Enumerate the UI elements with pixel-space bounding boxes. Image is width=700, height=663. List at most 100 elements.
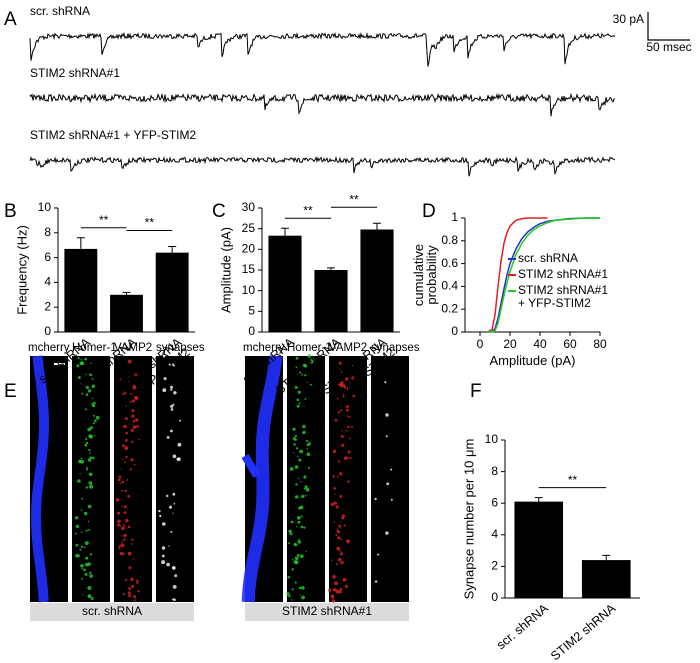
channel-label: synapses	[371, 342, 420, 354]
puncta	[332, 476, 335, 479]
puncta	[337, 557, 342, 562]
puncta	[343, 524, 346, 527]
puncta	[343, 393, 345, 395]
puncta	[374, 580, 378, 583]
bar	[581, 560, 631, 598]
puncta	[163, 377, 167, 381]
puncta	[336, 396, 340, 400]
puncta	[122, 592, 126, 596]
y-tick-label: 2	[491, 559, 498, 573]
puncta	[293, 452, 295, 454]
puncta	[133, 427, 135, 429]
puncta	[133, 595, 137, 599]
puncta	[294, 385, 298, 389]
puncta	[300, 480, 302, 483]
bar	[360, 229, 394, 332]
bar	[110, 294, 143, 332]
puncta	[124, 446, 128, 451]
puncta	[80, 457, 83, 460]
puncta	[295, 495, 299, 499]
puncta	[161, 554, 165, 558]
puncta	[294, 556, 299, 561]
puncta	[124, 580, 127, 582]
puncta	[170, 429, 173, 433]
puncta	[131, 409, 135, 413]
y-axis-label: Frequency (Hz)	[14, 225, 30, 315]
puncta	[119, 525, 122, 528]
puncta	[341, 430, 343, 432]
puncta	[128, 376, 131, 379]
puncta	[121, 540, 123, 543]
puncta	[344, 584, 348, 589]
puncta	[343, 579, 346, 582]
puncta	[87, 427, 92, 432]
puncta	[92, 414, 95, 417]
puncta	[338, 361, 342, 365]
puncta	[169, 505, 172, 509]
puncta	[166, 494, 169, 498]
puncta	[331, 559, 333, 561]
puncta	[299, 449, 303, 454]
puncta	[80, 545, 84, 548]
puncta	[296, 553, 300, 557]
puncta	[343, 456, 348, 460]
puncta	[87, 389, 92, 393]
puncta	[86, 468, 88, 471]
puncta	[340, 538, 343, 541]
puncta	[295, 356, 299, 360]
puncta	[307, 354, 311, 358]
puncta	[172, 363, 176, 367]
puncta	[347, 451, 350, 454]
puncta	[92, 422, 95, 425]
puncta	[121, 392, 124, 395]
puncta	[94, 434, 96, 437]
puncta	[298, 402, 301, 405]
puncta	[74, 516, 79, 520]
puncta	[301, 374, 303, 376]
puncta	[172, 403, 175, 406]
puncta	[303, 526, 306, 529]
bar	[514, 501, 564, 598]
puncta	[94, 419, 97, 423]
puncta	[91, 397, 94, 400]
micrograph	[287, 356, 325, 602]
puncta	[122, 444, 125, 448]
puncta	[291, 599, 293, 601]
puncta	[347, 480, 350, 483]
puncta	[340, 435, 344, 438]
condition-label: STIM2 shRNA#1	[282, 604, 372, 618]
legend-entry: STIM2 shRNA#1 + YFP-STIM2	[518, 283, 609, 310]
puncta	[298, 586, 302, 590]
puncta	[303, 405, 305, 407]
puncta	[300, 515, 303, 518]
channel-label: synapses	[156, 342, 205, 354]
puncta	[123, 534, 126, 538]
puncta	[288, 529, 292, 533]
x-tick-label: 60	[563, 337, 577, 351]
error-bar	[122, 291, 131, 295]
y-tick-label: 10	[485, 432, 499, 446]
puncta	[296, 398, 300, 402]
puncta	[335, 534, 338, 536]
bar	[268, 235, 302, 332]
puncta	[340, 553, 342, 555]
puncta	[133, 558, 135, 560]
micrograph	[329, 356, 367, 602]
puncta	[131, 585, 135, 588]
puncta	[286, 592, 290, 596]
puncta	[85, 529, 88, 532]
puncta	[334, 581, 338, 586]
puncta	[297, 540, 302, 544]
y-tick-label: 0	[491, 590, 498, 604]
puncta	[89, 373, 93, 377]
puncta	[352, 394, 356, 398]
puncta	[84, 511, 88, 516]
puncta	[118, 545, 121, 548]
puncta	[333, 521, 336, 523]
puncta	[132, 399, 136, 403]
micrograph	[72, 356, 110, 602]
puncta	[344, 387, 349, 391]
puncta	[336, 546, 341, 551]
puncta	[287, 575, 291, 579]
puncta	[85, 556, 88, 560]
